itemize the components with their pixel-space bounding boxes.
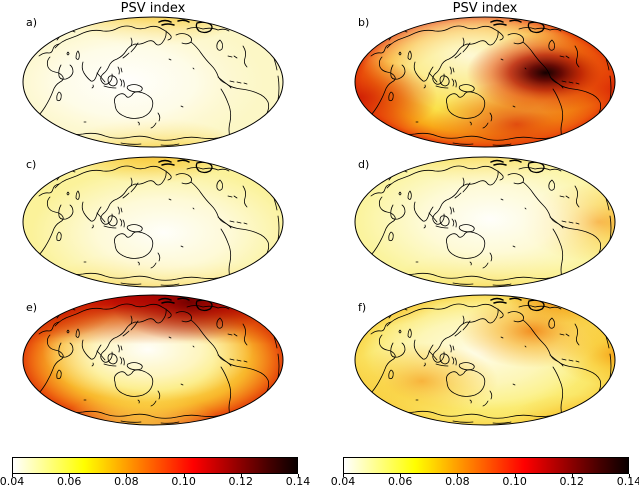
colorbar-right: 0.04 0.06 0.08 0.10 0.12 0.14 — [331, 457, 639, 488]
panel-label-d: d) — [358, 158, 370, 171]
panel-label-b: b) — [358, 16, 370, 29]
world-map-c — [22, 156, 284, 288]
panel-label-f: f) — [358, 301, 367, 314]
tick-mark — [629, 474, 630, 477]
colorbar-tick-label: 0.14 — [285, 475, 311, 488]
tick-mark — [457, 474, 459, 477]
tick-mark — [514, 474, 516, 477]
colorbar-tick-label: 0.06 — [56, 475, 82, 488]
panel-label-c: c) — [26, 158, 37, 171]
tick-mark — [240, 474, 242, 477]
panel-label-a: a) — [26, 16, 38, 29]
map-panel-e — [21, 294, 285, 426]
tick-mark — [12, 474, 13, 477]
world-map-e — [22, 294, 284, 426]
colorbar-left-gradient — [12, 457, 298, 474]
world-map-a — [22, 16, 284, 148]
right-column-title: PSV index — [452, 1, 518, 16]
tick-mark — [69, 474, 71, 477]
colorbar-tick-label: 0.10 — [502, 475, 527, 488]
map-panel-c — [21, 156, 285, 288]
colorbar-tick-label: 0.08 — [114, 475, 139, 488]
tick-mark — [400, 474, 402, 477]
colorbar-tick-label: 0.12 — [559, 475, 585, 488]
tick-mark — [183, 474, 185, 477]
colorbar-tick-label: 0.10 — [171, 475, 196, 488]
world-map-d — [354, 156, 616, 288]
map-panel-f — [353, 294, 617, 426]
colorbar-tick-label: 0.08 — [445, 475, 470, 488]
colorbar-tick-label: 0.14 — [616, 475, 639, 488]
map-panel-d — [353, 156, 617, 288]
colorbar-left: 0.04 0.06 0.08 0.10 0.12 0.14 — [0, 457, 310, 488]
world-map-b — [354, 16, 616, 148]
tick-mark — [343, 474, 344, 477]
colorbar-tick-label: 0.06 — [387, 475, 413, 488]
tick-mark — [571, 474, 573, 477]
colorbar-tick-label: 0.12 — [228, 475, 254, 488]
left-column-title: PSV index — [120, 1, 186, 16]
tick-mark — [126, 474, 128, 477]
colorbar-right-gradient — [343, 457, 629, 474]
colorbar-tick-label: 0.04 — [330, 475, 356, 488]
map-panel-a — [21, 16, 285, 148]
world-map-f — [354, 294, 616, 426]
tick-mark — [298, 474, 299, 477]
panel-label-e: e) — [26, 301, 38, 314]
map-panel-b — [353, 16, 617, 148]
colorbar-tick-label: 0.04 — [0, 475, 25, 488]
